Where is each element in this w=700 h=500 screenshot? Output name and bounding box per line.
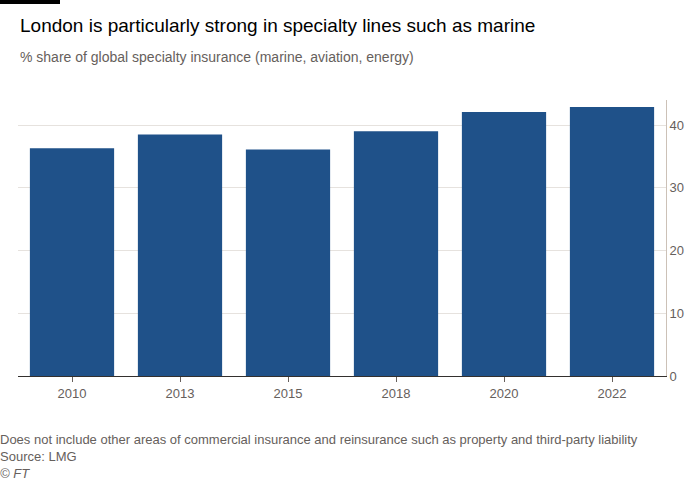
svg-text:2018: 2018 — [382, 386, 411, 401]
svg-text:% share of global specialty in: % share of global specialty insurance (m… — [20, 49, 414, 65]
svg-text:2015: 2015 — [274, 386, 303, 401]
svg-text:30: 30 — [670, 180, 684, 195]
svg-text:40: 40 — [670, 118, 684, 133]
svg-text:2020: 2020 — [490, 386, 519, 401]
html-text:Does not include other areas o: Does not include other areas of commerci… — [0, 432, 638, 447]
html-text:Source: LMG: Source: LMG — [0, 449, 77, 464]
svg-text:London is particularly strong: London is particularly strong in special… — [20, 15, 535, 36]
svg-text:20: 20 — [670, 243, 684, 258]
html-text:© FT: © FT — [0, 466, 30, 481]
svg-text:2022: 2022 — [598, 386, 627, 401]
svg-text:10: 10 — [670, 306, 684, 321]
svg-text:0: 0 — [670, 369, 677, 384]
svg-text:2013: 2013 — [166, 386, 195, 401]
svg-text:2010: 2010 — [58, 386, 87, 401]
